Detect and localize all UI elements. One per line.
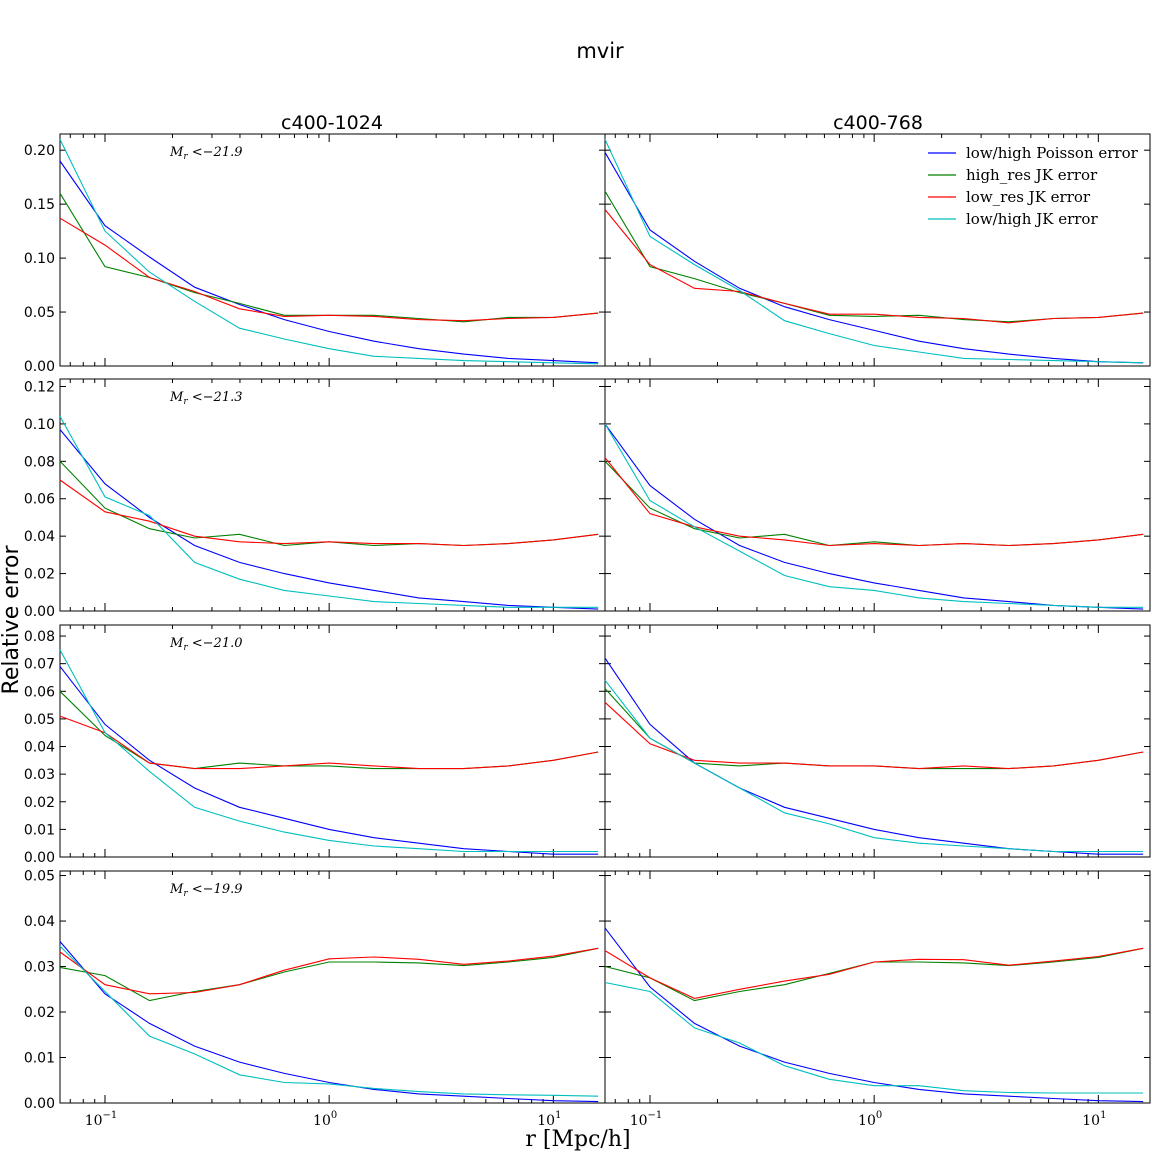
series-line [604, 457, 1144, 547]
series-line [604, 679, 1144, 853]
y-tick-label: 0.00 [24, 1096, 55, 1112]
panel-r1-c1 [604, 378, 1151, 612]
y-tick-label: 0.05 [24, 305, 55, 321]
y-tick-label: 0.00 [24, 359, 55, 375]
series-line [604, 701, 1144, 770]
magnitude-annotation: Mr <−21.3 [169, 390, 243, 407]
y-tick-label: 0.00 [24, 604, 55, 620]
y-axis-label: Relative error [0, 545, 24, 695]
y-tick-label: 0.12 [24, 379, 55, 395]
panel-frame [59, 378, 606, 612]
y-tick-label: 0.03 [24, 767, 55, 783]
y-tick-label: 0.08 [24, 629, 55, 645]
legend-label: low/high Poisson error [966, 144, 1139, 162]
y-tick-label: 0.03 [24, 960, 55, 976]
series-line [59, 947, 599, 1002]
panel-frame [604, 378, 1151, 612]
series-line [59, 947, 599, 995]
x-axis-label: r [Mpc/h] [525, 1127, 630, 1152]
series-line [59, 416, 599, 608]
series-line [59, 429, 599, 610]
panel-r3-c1: 10−1 100 101 [604, 870, 1151, 1129]
y-tick-label: 0.06 [24, 492, 55, 508]
magnitude-annotation: Mr <−21.0 [169, 636, 243, 653]
y-tick-label: 0.10 [24, 417, 55, 433]
series-line [59, 479, 599, 547]
panel-r3-c0: 0.00 0.01 0.02 0.03 0.04 0.05 Mr <−19.9 10−1 100… [24, 869, 606, 1129]
series-line [604, 423, 1144, 608]
panel-frame [604, 624, 1151, 858]
legend-label: high_res JK error [966, 166, 1098, 184]
x-tick-label: 100 [858, 1110, 882, 1129]
panel-r2-c1 [604, 624, 1151, 858]
panel-frame [59, 624, 606, 858]
series-line [604, 152, 1144, 364]
x-tick-label: 100 [313, 1110, 337, 1129]
y-tick-label: 0.02 [24, 795, 55, 811]
series-line [604, 460, 1144, 547]
y-tick-label: 0.02 [24, 1005, 55, 1021]
series-line [604, 657, 1144, 855]
series-line [604, 947, 1144, 999]
series-line [604, 947, 1144, 1002]
magnitude-annotation: Mr <−21.9 [169, 145, 243, 162]
series-line [59, 193, 599, 323]
y-tick-label: 0.04 [24, 740, 55, 756]
x-tick-label: 101 [537, 1110, 561, 1129]
y-tick-label: 0.01 [24, 1051, 55, 1067]
y-tick-label: 0.02 [24, 567, 55, 583]
panel-frame [59, 870, 606, 1104]
series-line [59, 460, 599, 547]
x-tick-label: 10−1 [630, 1110, 663, 1129]
series-line [604, 423, 1144, 610]
series-line [59, 666, 599, 855]
figure-title: mvir [576, 39, 624, 63]
legend: low/high Poisson error high_res JK error l… [928, 144, 1139, 228]
series-line [59, 160, 599, 364]
series-line [59, 139, 599, 365]
y-tick-label: 0.05 [24, 869, 55, 885]
y-tick-label: 0.00 [24, 850, 55, 866]
panel-r1-c0: 0.00 0.02 0.04 0.06 0.08 0.10 0.12 Mr <−21.3 [24, 378, 606, 620]
series-line [604, 927, 1144, 1103]
y-tick-label: 0.07 [24, 657, 55, 673]
x-tick-label: 10−1 [85, 1110, 118, 1129]
y-tick-label: 0.08 [24, 454, 55, 470]
panels-group: 0.000.050.100.150.20 Mr <−21.90.000.020.0… [24, 133, 1151, 1129]
magnitude-annotation: Mr <−19.9 [169, 882, 243, 899]
y-tick-label: 0.05 [24, 712, 55, 728]
column-title-left: c400-1024 [281, 112, 383, 134]
column-title-right: c400-768 [833, 112, 923, 134]
y-tick-label: 0.20 [24, 143, 55, 159]
y-tick-label: 0.06 [24, 684, 55, 700]
y-tick-label: 0.01 [24, 822, 55, 838]
legend-label: low_res JK error [966, 188, 1091, 206]
x-tick-label: 101 [1082, 1110, 1106, 1129]
panel-frame [604, 870, 1151, 1104]
series-line [59, 217, 599, 322]
legend-label: low/high JK error [966, 210, 1098, 228]
series-line [604, 209, 1144, 324]
series-line [59, 649, 599, 853]
y-tick-label: 0.15 [24, 197, 55, 213]
panel-frame [59, 133, 606, 367]
series-line [59, 945, 599, 1097]
y-tick-label: 0.04 [24, 529, 55, 545]
series-line [59, 941, 599, 1103]
y-tick-label: 0.10 [24, 251, 55, 267]
series-line [59, 715, 599, 770]
series-line [604, 139, 1144, 364]
series-line [604, 981, 1144, 1094]
y-tick-label: 0.04 [24, 914, 55, 930]
panel-frame [604, 133, 1151, 367]
panel-r2-c0: 0.00 0.01 0.02 0.03 0.04 0.05 0.06 0.07 0.08 Mr <… [24, 624, 606, 866]
panel-r0-c1 [604, 133, 1151, 367]
panel-r0-c0: 0.00 0.05 0.10 0.15 0.20 Mr <−21.9 [24, 133, 606, 375]
